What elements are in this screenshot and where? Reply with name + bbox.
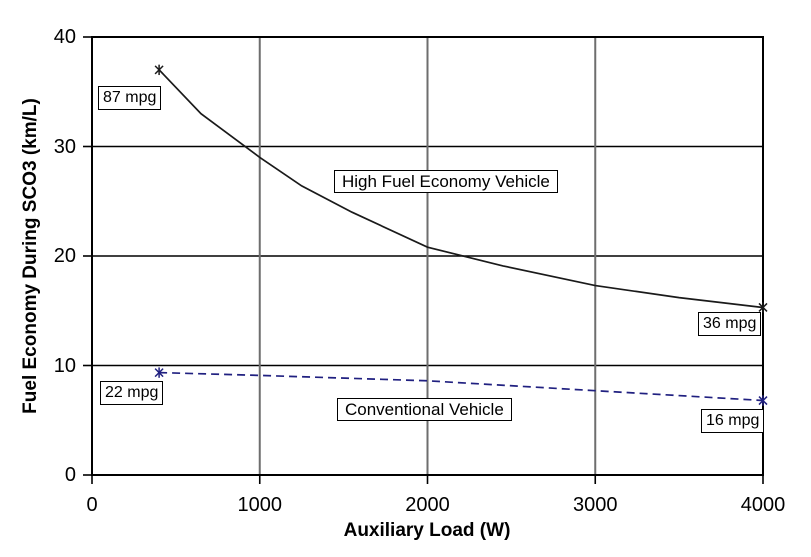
asterisk-marker-icon bbox=[154, 368, 164, 378]
series-line-high-fuel-economy bbox=[158, 69, 764, 309]
x-tick-label: 4000 bbox=[740, 494, 786, 516]
x-axis-title: Auxiliary Load (W) bbox=[343, 520, 511, 541]
series-label-high-fuel-economy: High Fuel Economy Vehicle bbox=[334, 170, 558, 193]
series-line-conventional bbox=[159, 371, 764, 402]
x-tick-label: 0 bbox=[86, 494, 98, 516]
y-tick-label: 10 bbox=[53, 354, 76, 377]
y-tick-label: 30 bbox=[53, 135, 76, 158]
annotation-16mpg: 16 mpg bbox=[701, 409, 765, 433]
y-tick-label: 0 bbox=[64, 464, 76, 486]
x-tick-label: 3000 bbox=[573, 494, 618, 516]
asterisk-marker-icon bbox=[758, 302, 768, 312]
x-tick-label: 2000 bbox=[405, 494, 450, 516]
asterisk-marker-icon bbox=[154, 65, 164, 75]
x-tick-label: 1000 bbox=[237, 494, 283, 516]
annotation-22mpg: 22 mpg bbox=[100, 381, 164, 405]
y-tick-label: 20 bbox=[53, 245, 76, 267]
asterisk-marker-icon bbox=[758, 396, 768, 406]
annotation-87mpg: 87 mpg bbox=[98, 86, 162, 110]
series-label-conventional: Conventional Vehicle bbox=[337, 398, 512, 421]
annotation-36mpg: 36 mpg bbox=[698, 312, 762, 336]
y-tick-label: 40 bbox=[53, 26, 76, 48]
